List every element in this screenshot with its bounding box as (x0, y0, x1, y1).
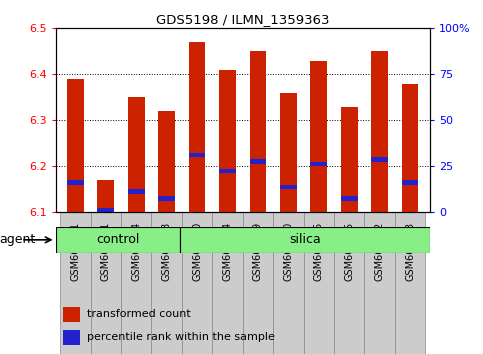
Text: agent: agent (0, 233, 36, 246)
Bar (128, 189, 144, 194)
Bar (250, 159, 266, 164)
Bar (180, 227, 430, 253)
Bar (63, 330, 80, 344)
Text: GSM665774: GSM665774 (131, 222, 141, 281)
Title: GDS5198 / ILMN_1359363: GDS5198 / ILMN_1359363 (156, 13, 329, 26)
Text: transformed count: transformed count (87, 309, 191, 319)
Bar (56, 227, 180, 253)
Text: GSM665750: GSM665750 (192, 222, 202, 281)
Bar (311, 61, 327, 212)
Bar (280, 93, 297, 212)
Bar (98, 180, 114, 212)
Bar (341, 196, 357, 201)
Text: silica: silica (289, 233, 321, 246)
Bar (158, 196, 175, 201)
Bar (98, 208, 114, 212)
Text: GSM665785: GSM665785 (344, 222, 354, 281)
Bar (212, 212, 242, 354)
Bar (219, 70, 236, 212)
Text: percentile rank within the sample: percentile rank within the sample (87, 332, 275, 342)
Text: GSM665771: GSM665771 (101, 222, 111, 281)
Bar (280, 185, 297, 189)
Bar (151, 212, 182, 354)
Bar (90, 212, 121, 354)
Text: GSM665792: GSM665792 (375, 222, 384, 281)
Text: control: control (96, 233, 140, 246)
Bar (67, 180, 84, 185)
Bar (250, 51, 266, 212)
Bar (219, 169, 236, 173)
Bar (371, 157, 388, 162)
Bar (189, 153, 205, 157)
Bar (242, 212, 273, 354)
Bar (189, 42, 205, 212)
Bar (158, 111, 175, 212)
Bar (67, 79, 84, 212)
Bar (182, 212, 212, 354)
Text: GSM665775: GSM665775 (314, 222, 324, 281)
Text: GSM665793: GSM665793 (405, 222, 415, 281)
Bar (304, 212, 334, 354)
Bar (402, 84, 418, 212)
Bar (395, 212, 426, 354)
Text: GSM665761: GSM665761 (71, 222, 80, 281)
Bar (402, 180, 418, 185)
Bar (128, 97, 144, 212)
Bar (121, 212, 151, 354)
Text: GSM665770: GSM665770 (284, 222, 293, 281)
Bar (341, 107, 357, 212)
Bar (334, 212, 365, 354)
Text: GSM665788: GSM665788 (162, 222, 171, 281)
Text: GSM665754: GSM665754 (223, 222, 232, 281)
Bar (60, 212, 90, 354)
Text: GSM665769: GSM665769 (253, 222, 263, 281)
Bar (311, 162, 327, 166)
Bar (273, 212, 304, 354)
Bar (63, 307, 80, 322)
Bar (365, 212, 395, 354)
Bar (371, 51, 388, 212)
